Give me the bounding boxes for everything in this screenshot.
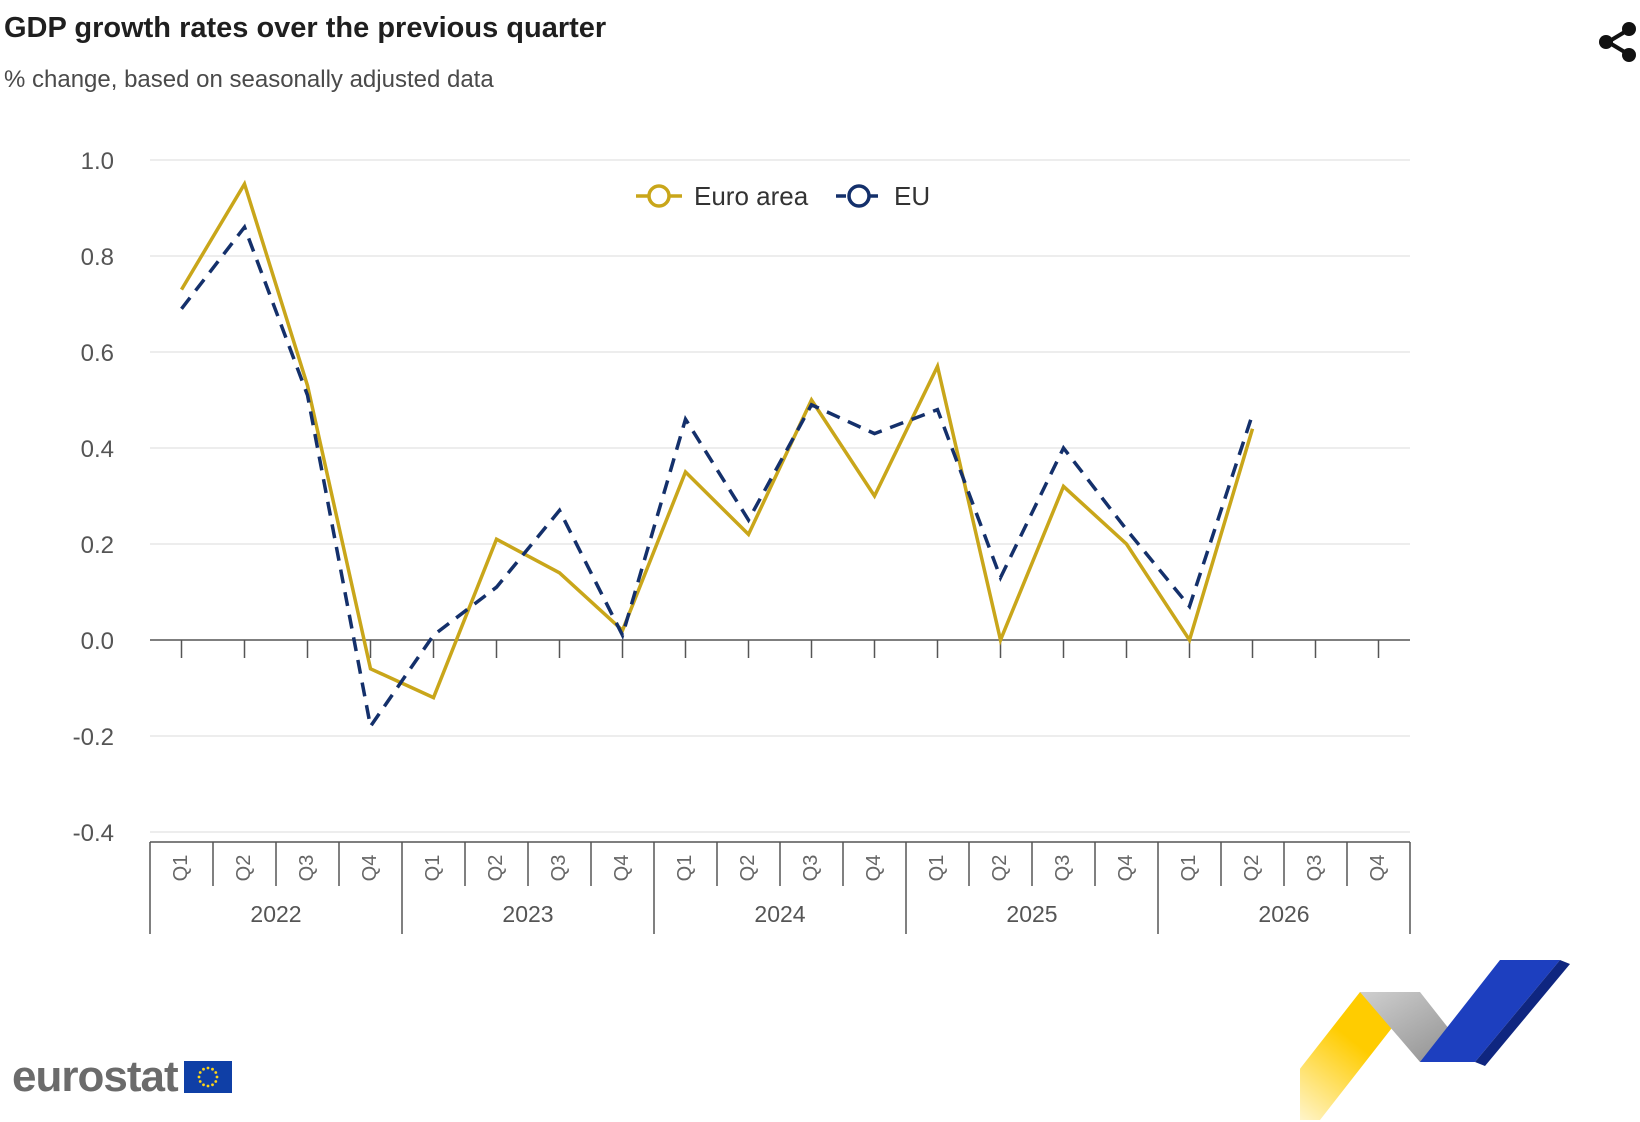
y-tick-label: 0.2 [81,532,114,559]
x-axis: Q1 Q2 Q3 Q4 Q1 Q2 Q3 Q4 Q1 Q2 Q3 Q4 Q1 Q2 Q3 Q4 Q1 Q2 Q3 Q4… [149,640,1411,934]
x-tick-label-quarter: Q2 [485,855,507,882]
y-tick-label: 1.0 [81,148,114,175]
x-tick-label-year: 2026 [1258,901,1309,927]
line-chart: 1.00.80.60.40.20.0-0.2-0.4 Q1 Q2 Q3 Q4 Q1 Q2 Q… [73,148,1411,934]
legend-label: EU [894,181,930,211]
x-tick-label-quarter: Q3 [548,855,570,882]
x-tick-label-quarter: Q4 [611,855,633,882]
gridlines [150,159,1410,833]
x-tick-label-quarter: Q3 [800,855,822,882]
y-tick-label: 0.8 [81,244,114,271]
decorative-ribbon [1300,960,1570,1120]
legend-marker-symbol [847,184,871,208]
x-tick-label-quarter: Q3 [296,855,318,882]
x-tick-label-quarter: Q2 [1241,855,1263,882]
y-tick-label: 0.6 [81,340,114,367]
x-tick-label-quarter: Q3 [1304,855,1326,882]
y-tick-label: -0.4 [73,820,114,847]
x-tick-label-quarter: Q4 [1367,855,1389,882]
x-tick-label-quarter: Q1 [1178,855,1200,882]
x-tick-label-year: 2024 [754,901,805,927]
legend[interactable]: Euro area EU [636,181,930,211]
x-tick-label-quarter: Q4 [359,855,381,882]
x-tick-label-year: 2022 [250,901,301,927]
y-tick-label: 0.4 [81,436,114,463]
x-tick-label-quarter: Q3 [1052,855,1074,882]
x-tick-label-year: 2023 [502,901,553,927]
share-icon[interactable] [1596,20,1640,64]
x-tick-label-quarter: Q4 [1115,855,1137,882]
series-line-euro-area [179,179,1255,700]
y-tick-label: -0.2 [73,724,114,751]
eu-flag-icon [183,1061,232,1093]
x-tick-label-quarter: Q2 [233,855,255,882]
series-lines [179,179,1255,731]
x-tick-label-year: 2025 [1006,901,1057,927]
series-line-eu [180,223,1255,731]
x-tick-label-quarter: Q1 [926,855,948,882]
chart-title: GDP growth rates over the previous quart… [4,12,607,44]
x-tick-label-quarter: Q1 [422,855,444,882]
eurostat-logo: eurostat [12,1052,232,1102]
y-tick-label: 0.0 [81,628,114,655]
x-tick-label-quarter: Q4 [863,855,885,882]
legend-label: Euro area [694,181,809,211]
logo-text: eurostat [12,1052,179,1101]
legend-marker-symbol [647,184,671,208]
x-tick-label-quarter: Q2 [989,855,1011,882]
x-tick-label-quarter: Q1 [170,855,192,882]
chart-subtitle: % change, based on seasonally adjusted d… [4,66,494,93]
x-tick-label-quarter: Q1 [674,855,696,882]
y-axis-ticks: 1.0 0.8 0.6 0.4 0.2 0.0 -0.2 -0.4 [73,148,114,847]
x-tick-label-quarter: Q2 [737,855,759,882]
